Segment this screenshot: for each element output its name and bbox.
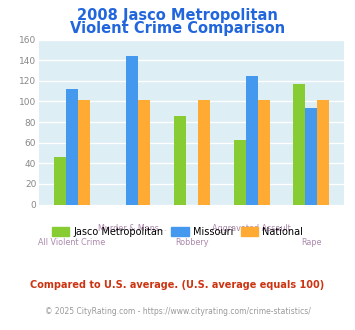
Bar: [305, 108, 317, 205]
Text: Compared to U.S. average. (U.S. average equals 100): Compared to U.S. average. (U.S. average …: [31, 280, 324, 290]
Text: Violent Crime Comparison: Violent Crime Comparison: [70, 21, 285, 36]
Text: Aggravated Assault: Aggravated Assault: [212, 224, 291, 233]
Bar: [294, 84, 305, 205]
Bar: [198, 100, 210, 205]
Text: Robbery: Robbery: [175, 238, 208, 247]
Bar: [246, 76, 257, 205]
Text: © 2025 CityRating.com - https://www.cityrating.com/crime-statistics/: © 2025 CityRating.com - https://www.city…: [45, 307, 310, 316]
Bar: [126, 56, 138, 205]
Text: Murder & Mans...: Murder & Mans...: [98, 224, 166, 233]
Legend: Jasco Metropolitan, Missouri, National: Jasco Metropolitan, Missouri, National: [48, 223, 307, 241]
Bar: [66, 89, 78, 205]
Bar: [174, 116, 186, 205]
Bar: [257, 100, 269, 205]
Text: Rape: Rape: [301, 238, 322, 247]
Bar: [78, 100, 90, 205]
Bar: [138, 100, 150, 205]
Bar: [234, 140, 246, 205]
Bar: [317, 100, 329, 205]
Text: 2008 Jasco Metropolitan: 2008 Jasco Metropolitan: [77, 8, 278, 23]
Bar: [54, 157, 66, 205]
Text: All Violent Crime: All Violent Crime: [38, 238, 105, 247]
